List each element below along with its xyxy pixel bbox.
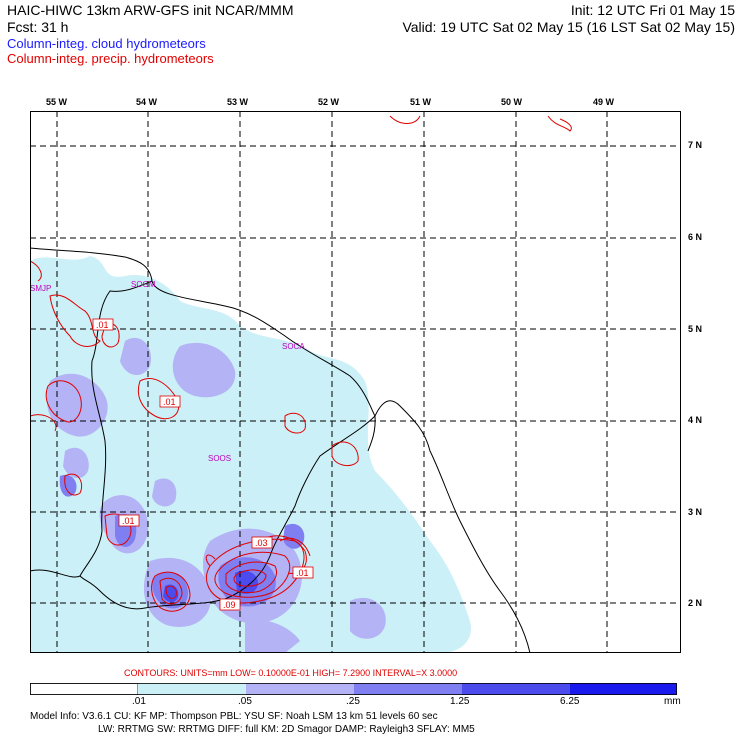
station-smjp: SMJP bbox=[30, 284, 51, 293]
contour-label: .01 bbox=[122, 516, 135, 526]
lat-label-3n: 3 N bbox=[688, 507, 703, 517]
lat-label-6n: 6 N bbox=[688, 232, 703, 242]
model-info-line-1: Model Info: V3.6.1 CU: KF MP: Thompson P… bbox=[30, 711, 438, 722]
contours-info: CONTOURS: UNITS=mm LOW= 0.10000E-01 HIGH… bbox=[124, 668, 458, 678]
lon-label-49w: 49 W bbox=[593, 97, 615, 107]
colorbar bbox=[29, 682, 677, 696]
contour-label: .09 bbox=[223, 600, 236, 610]
lon-label-50w: 50 W bbox=[501, 97, 523, 107]
map-panel: .01 .01 .01 .03 .01 .09 SMJP SOGM SOCA S… bbox=[30, 111, 681, 653]
colorbar-label: 1.25 bbox=[450, 696, 470, 707]
colorbar-label: .25 bbox=[346, 696, 360, 707]
lon-label-54w: 54 W bbox=[136, 97, 158, 107]
station-soos: SOOS bbox=[208, 454, 231, 463]
lon-label-51w: 51 W bbox=[410, 97, 432, 107]
model-info-line-2: LW: RRTMG SW: RRTMG DIFF: full KM: 2D Sm… bbox=[98, 724, 475, 735]
colorbar-units: mm bbox=[664, 696, 681, 707]
legend-precip: Column-integ. precip. hydrometeors bbox=[7, 51, 214, 66]
lon-label-55w: 55 W bbox=[46, 97, 68, 107]
lon-label-52w: 52 W bbox=[318, 97, 340, 107]
lat-label-4n: 4 N bbox=[688, 415, 703, 425]
coastline bbox=[30, 247, 531, 653]
lon-label-53w: 53 W bbox=[227, 97, 249, 107]
contour-label: .03 bbox=[255, 538, 268, 548]
lat-label-5n: 5 N bbox=[688, 324, 703, 334]
station-sogm: SOGM bbox=[131, 280, 156, 289]
station-soca: SOCA bbox=[282, 342, 305, 351]
contour-label: .01 bbox=[96, 320, 109, 330]
lat-label-7n: 7 N bbox=[688, 140, 703, 150]
contour-label: .01 bbox=[296, 568, 309, 578]
contour-labels: .01 .01 .01 .03 .01 .09 bbox=[92, 318, 314, 611]
colorbar-label: .05 bbox=[238, 696, 252, 707]
title-line-1: HAIC-HIWC 13km ARW-GFS init NCAR/MMM bbox=[7, 2, 294, 18]
forecast-hour: Fcst: 31 h bbox=[7, 19, 69, 35]
lat-label-2n: 2 N bbox=[688, 598, 703, 608]
legend-cloud: Column-integ. cloud hydrometeors bbox=[7, 36, 206, 51]
contour-label: .01 bbox=[163, 397, 176, 407]
colorbar-label: .01 bbox=[132, 696, 146, 707]
init-time: Init: 12 UTC Fri 01 May 15 bbox=[570, 2, 735, 18]
graticule bbox=[30, 111, 681, 653]
colorbar-label: 6.25 bbox=[560, 696, 580, 707]
valid-time: Valid: 19 UTC Sat 02 May 15 (16 LST Sat … bbox=[402, 19, 735, 35]
